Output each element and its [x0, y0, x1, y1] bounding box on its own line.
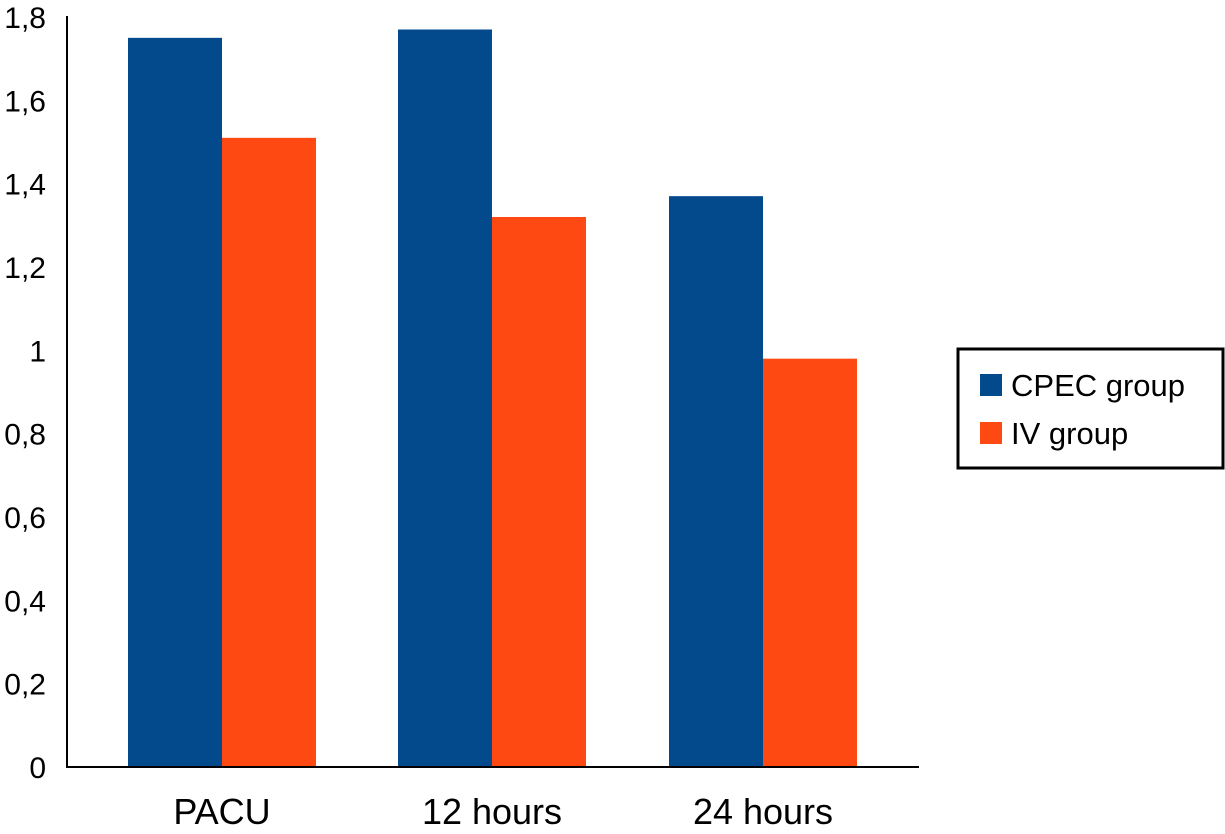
bars-group — [128, 29, 857, 768]
bar-iv-2 — [763, 358, 857, 767]
x-category-label: 12 hours — [422, 791, 562, 832]
y-tick-label: 1,6 — [4, 85, 46, 118]
y-tick-label: 1,8 — [4, 2, 46, 35]
y-tick-label: 0,8 — [4, 419, 46, 452]
y-tick-label: 0,2 — [4, 669, 46, 702]
x-category-labels: PACU 12 hours 24 hours — [173, 791, 833, 832]
y-tick-labels: 0 0,2 0,4 0,6 0,8 1 1,2 1,4 1,6 1,8 — [4, 2, 46, 785]
y-tick-label: 0,4 — [4, 585, 46, 618]
bar-cpec-2 — [669, 196, 763, 767]
x-category-label: 24 hours — [693, 791, 833, 832]
legend-label-cpec: CPEC group — [1011, 368, 1185, 403]
axes-group — [66, 16, 919, 768]
y-tick-label: 0 — [29, 752, 46, 785]
bar-iv-0 — [222, 137, 316, 768]
legend-box — [956, 347, 1225, 470]
legend-swatch-cpec — [980, 374, 1002, 396]
y-tick-label: 0,6 — [4, 502, 46, 535]
bar-iv-1 — [492, 217, 586, 767]
y-tick-label: 1,4 — [4, 169, 46, 202]
legend: CPEC group IV group — [956, 347, 1225, 470]
bar-cpec-1 — [398, 29, 492, 767]
legend-swatch-iv — [980, 422, 1002, 444]
y-tick-label: 1,2 — [4, 252, 46, 285]
y-tick-label: 1 — [29, 335, 46, 368]
bar-cpec-0 — [128, 37, 222, 768]
legend-label-iv: IV group — [1011, 416, 1128, 451]
x-category-label: PACU — [173, 791, 270, 832]
